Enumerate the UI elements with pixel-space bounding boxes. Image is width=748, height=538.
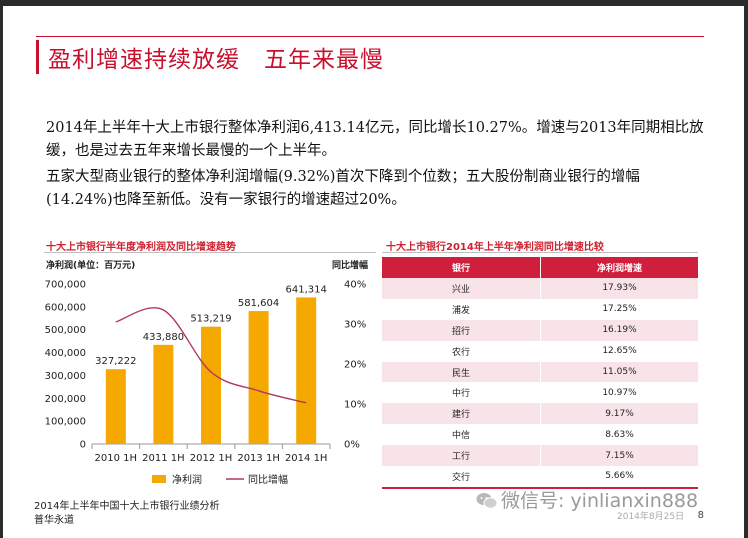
wechat-watermark: 微信号: yinlianxin888 <box>476 486 698 513</box>
table-row: 工行 7.15% <box>382 445 698 467</box>
x-tick-label: 2013 1H <box>237 453 280 464</box>
y2-axis-label: 同比增幅 <box>332 259 368 271</box>
title-rule <box>36 36 704 37</box>
bar-net-profit <box>296 297 317 444</box>
table-cell-growth: 17.93% <box>540 278 698 299</box>
y2-tick-label: 40% <box>344 280 366 291</box>
table-title-rule <box>382 252 698 253</box>
table-row: 中信 8.63% <box>382 424 698 446</box>
window-right-border <box>744 0 748 538</box>
table-row: 兴业 17.93% <box>382 278 698 299</box>
y2-tick-label: 10% <box>344 400 366 411</box>
x-tick-label: 2014 1H <box>285 453 328 464</box>
x-tick-label: 2011 1H <box>142 453 185 464</box>
x-tick-label: 2010 1H <box>95 453 138 464</box>
window-left-border <box>0 0 3 538</box>
table-cell-bank: 兴业 <box>382 278 541 299</box>
legend-label-growth: 同比增幅 <box>248 473 288 486</box>
watermark-text: 微信号: yinlianxin888 <box>501 490 699 512</box>
y2-tick-label: 30% <box>344 320 366 331</box>
table-cell-bank: 中信 <box>382 424 541 446</box>
footer-report-title: 2014年上半年中国十大上市银行业绩分析 <box>34 501 220 512</box>
bar-net-profit <box>248 311 269 444</box>
footer-company: 普华永道 <box>34 515 74 526</box>
table-row: 浦发 17.25% <box>382 298 698 320</box>
bar-value-label: 327,222 <box>95 356 136 367</box>
table-cell-bank: 建行 <box>382 403 541 425</box>
watermark-date: 2014年8月25日 <box>617 512 685 522</box>
y-tick-label: 700,000 <box>45 280 86 291</box>
bar-value-label: 581,604 <box>238 298 279 309</box>
y-tick-label: 400,000 <box>45 348 86 359</box>
wechat-icon <box>476 493 498 509</box>
y-tick-label: 100,000 <box>45 417 86 428</box>
page-number: 8 <box>697 510 704 521</box>
bar-net-profit <box>153 344 174 444</box>
y-tick-label: 600,000 <box>45 302 86 313</box>
summary-paragraph-1: 2014年上半年十大上市银行整体净利润6,413.14亿元，同比增长10.27%… <box>46 120 704 159</box>
table-cell-growth: 5.66% <box>540 466 698 489</box>
bar-net-profit <box>105 369 126 444</box>
table-cell-bank: 工行 <box>382 445 541 467</box>
table-cell-growth: 10.97% <box>540 382 698 404</box>
table-title: 十大上市银行2014年上半年净利润同比增速比较 <box>386 242 604 253</box>
table-row: 招行 16.19% <box>382 319 698 341</box>
summary-paragraph-2: 五家大型商业银行的整体净利润增幅(9.32%)首次下降到个位数；五大股份制商业银… <box>46 169 640 208</box>
bar-value-label: 433,880 <box>143 332 184 343</box>
table-cell-bank: 民生 <box>382 361 541 383</box>
y-tick-label: 0 <box>80 440 86 451</box>
window-top-border <box>0 0 748 6</box>
y2-tick-label: 20% <box>344 360 366 371</box>
table-cell-growth: 11.05% <box>540 361 698 383</box>
table-cell-growth: 17.25% <box>540 298 698 320</box>
table-header-growth: 净利润增速 <box>540 257 698 278</box>
table-row: 农行 12.65% <box>382 340 698 362</box>
chart-title: 十大上市银行半年度净利润及同比增速趋势 <box>46 242 236 253</box>
table-row: 交行 5.66% <box>382 466 698 489</box>
y-tick-label: 200,000 <box>45 394 86 405</box>
bar-value-label: 641,314 <box>286 284 327 295</box>
table-row: 民生 11.05% <box>382 361 698 383</box>
table-cell-bank: 中行 <box>382 382 541 404</box>
table-row: 中行 10.97% <box>382 382 698 404</box>
growth-table: 银行 净利润增速 兴业 17.93% 浦发 17.25% 招行 16.19% 农行 12.65… <box>382 257 698 489</box>
table-cell-bank: 招行 <box>382 319 541 341</box>
legend-swatch-net-profit <box>152 475 166 483</box>
x-tick-label: 2012 1H <box>190 453 233 464</box>
table-cell-bank: 浦发 <box>382 298 541 320</box>
chart-title-rule <box>44 252 376 253</box>
bar-value-label: 513,219 <box>190 314 231 325</box>
table-cell-growth: 7.15% <box>540 445 698 467</box>
slide-title: 盈利增速持续放缓 五年来最慢 <box>48 47 384 73</box>
table-cell-growth: 12.65% <box>540 340 698 362</box>
y-tick-label: 300,000 <box>45 371 86 382</box>
table-header-bank: 银行 <box>382 257 541 278</box>
table-cell-bank: 交行 <box>382 466 541 489</box>
legend-label-net-profit: 净利润 <box>172 473 202 486</box>
y-axis-label: 净利润(单位：百万元) <box>46 259 135 271</box>
table-row: 建行 9.17% <box>382 403 698 425</box>
table-cell-growth: 16.19% <box>540 319 698 341</box>
y2-tick-label: 0% <box>344 440 360 451</box>
table-cell-growth: 8.63% <box>540 424 698 446</box>
bar-net-profit <box>201 326 221 444</box>
table-cell-bank: 农行 <box>382 340 541 362</box>
table-cell-growth: 9.17% <box>540 403 698 425</box>
title-accent-bar <box>36 40 39 74</box>
y-tick-label: 500,000 <box>45 325 86 336</box>
